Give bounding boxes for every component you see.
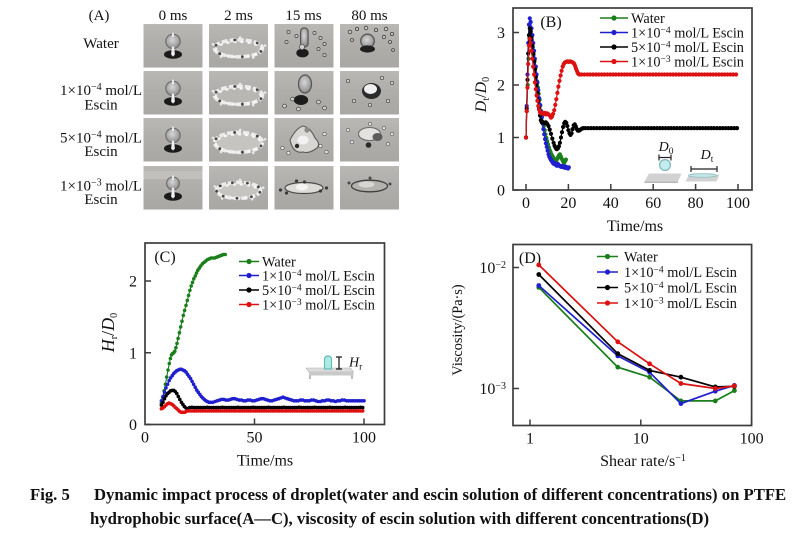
svg-text:2: 2 xyxy=(129,274,137,291)
svg-text:0: 0 xyxy=(141,430,149,447)
svg-text:Dt: Dt xyxy=(700,148,714,165)
svg-text:60: 60 xyxy=(645,195,661,212)
svg-text:Time/ms: Time/ms xyxy=(607,218,663,235)
svg-text:Shear rate/s−1: Shear rate/s−1 xyxy=(600,453,686,470)
svg-text:hydrophobic surface(A—C), visc: hydrophobic surface(A—C), viscosity of e… xyxy=(90,509,709,528)
svg-text:0: 0 xyxy=(129,417,137,434)
svg-text:Dynamic impact process of drop: Dynamic impact process of droplet(water … xyxy=(94,485,786,504)
svg-text:5×10−4 mol/L Escin: 5×10−4 mol/L Escin xyxy=(624,281,737,297)
svg-text:Hr: Hr xyxy=(348,356,363,373)
svg-text:1×10−3 mol/L Escin: 1×10−3 mol/L Escin xyxy=(631,55,744,71)
svg-text:0 ms: 0 ms xyxy=(159,8,188,24)
svg-text:50: 50 xyxy=(247,430,263,447)
svg-text:15 ms: 15 ms xyxy=(285,8,321,24)
svg-text:(C): (C) xyxy=(154,249,175,266)
svg-text:80: 80 xyxy=(688,195,704,212)
svg-text:D0: D0 xyxy=(658,140,674,157)
svg-text:Escin: Escin xyxy=(84,192,118,208)
svg-text:Fig. 5: Fig. 5 xyxy=(30,485,70,504)
svg-text:0: 0 xyxy=(497,183,505,200)
svg-text:100: 100 xyxy=(352,430,376,447)
svg-text:Water: Water xyxy=(624,250,658,266)
svg-text:1×10−4 mol/L Escin: 1×10−4 mol/L Escin xyxy=(262,269,375,285)
svg-text:Time/ms: Time/ms xyxy=(237,453,293,470)
svg-text:Water: Water xyxy=(631,11,665,27)
svg-text:1×10−4 mol/L: 1×10−4 mol/L xyxy=(60,82,142,99)
svg-text:5×10−4 mol/L: 5×10−4 mol/L xyxy=(60,130,142,147)
svg-text:Hr/D0: Hr/D0 xyxy=(98,313,120,353)
svg-text:1: 1 xyxy=(129,345,137,362)
svg-text:Water: Water xyxy=(83,36,118,52)
svg-text:1: 1 xyxy=(497,130,505,147)
svg-text:Water: Water xyxy=(262,255,296,271)
svg-text:80 ms: 80 ms xyxy=(351,8,387,24)
svg-text:3: 3 xyxy=(497,25,505,42)
svg-text:Viscosity/(Pa·s): Viscosity/(Pa·s) xyxy=(450,284,466,376)
svg-text:1×10−3 mol/L: 1×10−3 mol/L xyxy=(60,178,142,195)
svg-text:20: 20 xyxy=(560,195,576,212)
svg-text:5×10−4 mol/L Escin: 5×10−4 mol/L Escin xyxy=(262,283,375,299)
svg-text:2 ms: 2 ms xyxy=(224,8,253,24)
svg-text:5×10−4 mol/L Escin: 5×10−4 mol/L Escin xyxy=(631,40,744,56)
svg-text:1: 1 xyxy=(526,431,534,448)
svg-text:2: 2 xyxy=(497,78,505,95)
svg-text:10: 10 xyxy=(633,431,649,448)
svg-text:40: 40 xyxy=(603,195,619,212)
svg-text:Dt/D0: Dt/D0 xyxy=(473,77,492,113)
svg-text:0: 0 xyxy=(522,195,530,212)
svg-text:Escin: Escin xyxy=(84,144,118,160)
svg-text:1×10−3 mol/L Escin: 1×10−3 mol/L Escin xyxy=(262,298,375,314)
svg-text:(B): (B) xyxy=(540,14,561,31)
svg-text:Escin: Escin xyxy=(84,98,118,114)
svg-text:100: 100 xyxy=(726,195,750,212)
svg-text:1×10−3 mol/L Escin: 1×10−3 mol/L Escin xyxy=(624,296,737,312)
svg-text:(A): (A) xyxy=(89,8,110,24)
svg-text:1×10−4 mol/L Escin: 1×10−4 mol/L Escin xyxy=(624,265,737,281)
svg-text:100: 100 xyxy=(740,431,764,448)
svg-text:(D): (D) xyxy=(519,250,541,267)
svg-text:1×10−4 mol/L Escin: 1×10−4 mol/L Escin xyxy=(631,26,744,42)
